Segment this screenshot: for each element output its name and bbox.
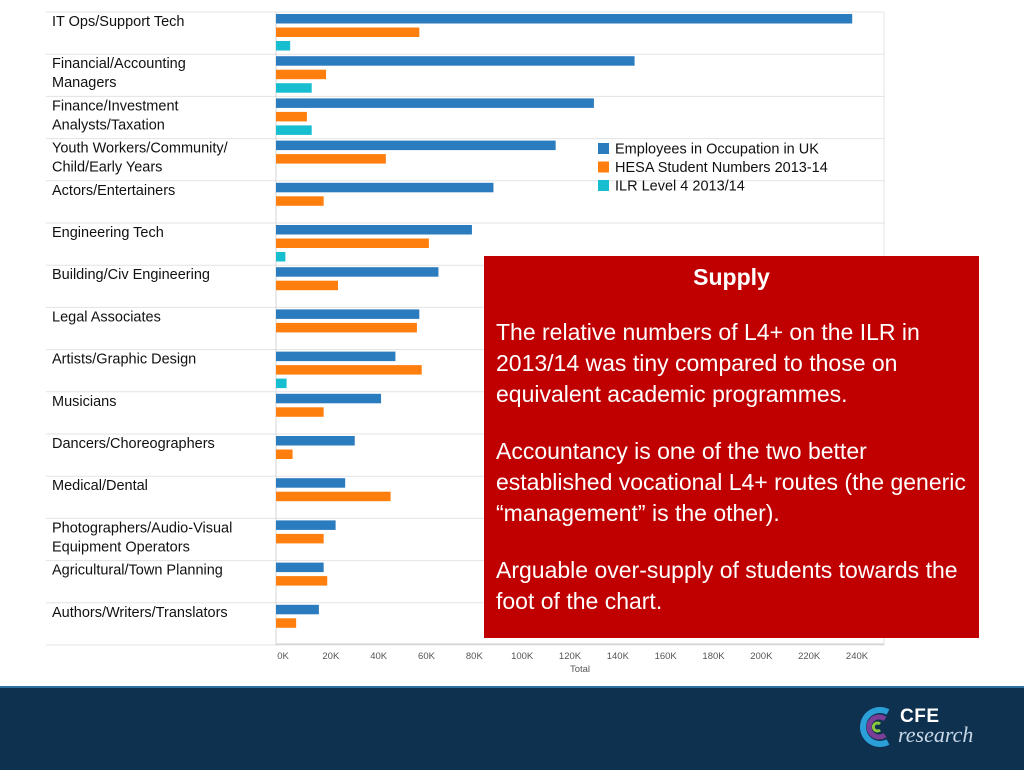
bar (276, 14, 853, 24)
bar (276, 280, 339, 291)
x-tick-label: 60K (418, 651, 436, 662)
x-tick-label: 80K (466, 651, 484, 662)
bar (276, 478, 346, 488)
x-axis-label: Total (570, 664, 590, 675)
category-label: Finance/Investment Analysts/Taxation (52, 98, 179, 133)
bar (276, 225, 472, 235)
legend-label: HESA Student Numbers 2013-14 (615, 160, 828, 176)
bar (276, 351, 396, 362)
category-label: Musicians (52, 394, 116, 410)
callout-title: Supply (693, 264, 770, 290)
bar (276, 69, 327, 80)
bar (276, 83, 312, 93)
logo-research-text: research (898, 722, 974, 747)
legend-label: ILR Level 4 2013/14 (615, 179, 745, 195)
bar (276, 238, 429, 248)
legend-swatch (598, 161, 609, 173)
x-tick-label: 0K (277, 651, 289, 662)
bar (276, 604, 319, 615)
callout-paragraph: The relative numbers of L4+ on the ILR i… (496, 319, 920, 407)
category-label: Photographers/Audio-Visual Equipment Oper… (52, 520, 232, 555)
bar (276, 393, 382, 404)
x-tick-label: 220K (798, 651, 821, 662)
category-label: Building/Civ Engineering (52, 267, 210, 283)
bar (276, 562, 324, 573)
bar (276, 56, 635, 66)
x-tick-label: 140K (607, 651, 630, 662)
bar (276, 140, 556, 151)
category-label: Artists/Graphic Design (52, 352, 196, 368)
x-tick-label: 160K (655, 651, 678, 662)
legend-label: Employees in Occupation in UK (615, 142, 819, 158)
bar (276, 436, 355, 446)
bar (276, 449, 293, 459)
x-tick-label: 100K (511, 651, 534, 662)
x-tick-label: 120K (559, 651, 582, 662)
bar (276, 252, 286, 262)
bar (276, 576, 328, 586)
bar (276, 378, 287, 389)
bar (276, 111, 307, 122)
bar (276, 365, 422, 375)
footer-bar (0, 686, 1024, 770)
x-tick-label: 180K (702, 651, 725, 662)
cfe-research-logo: CFE research (858, 702, 988, 758)
category-label: Legal Associates (52, 309, 161, 325)
category-label: Youth Workers/Community/Child/Early Year… (52, 141, 229, 176)
bar (276, 125, 312, 135)
callout-paragraph: Arguable over-supply of students towards… (496, 557, 958, 614)
bar (276, 309, 420, 319)
bar (276, 322, 417, 333)
category-label: Authors/Writers/Translators (52, 605, 228, 621)
bar (276, 27, 420, 37)
category-label: Dancers/Choreographers (52, 436, 215, 452)
bar (276, 41, 291, 51)
x-tick-label: 20K (322, 651, 340, 662)
bar (276, 491, 391, 502)
bar (276, 520, 336, 530)
cfe-logo-mark-icon (860, 707, 890, 747)
bar (276, 154, 386, 164)
bar (276, 98, 594, 108)
category-label: Financial/Accounting Managers (52, 56, 186, 91)
category-label: Medical/Dental (52, 478, 148, 494)
bar (276, 533, 324, 544)
category-label: Engineering Tech (52, 225, 164, 241)
bar (276, 182, 494, 193)
x-tick-label: 240K (846, 651, 869, 662)
bar (276, 618, 297, 628)
x-tick-label: 40K (370, 651, 388, 662)
bar (276, 267, 439, 277)
bar-chart: IT Ops/Support Tech Financial/Accounting M… (46, 11, 885, 675)
category-label: IT Ops/Support Tech (52, 14, 184, 30)
bar (276, 407, 324, 417)
bar (276, 196, 324, 206)
logo-cfe-text: CFE (900, 706, 940, 727)
callout-paragraph: Accountancy is one of the two better est… (496, 438, 966, 526)
category-label: Agricultural/Town Planning (52, 563, 223, 579)
supply-callout: Supply The relative numbers of L4+ on th… (484, 256, 979, 638)
category-label: Actors/Entertainers (52, 183, 175, 199)
legend-swatch (598, 143, 609, 154)
x-tick-label: 200K (750, 651, 773, 662)
legend-swatch (598, 180, 609, 191)
